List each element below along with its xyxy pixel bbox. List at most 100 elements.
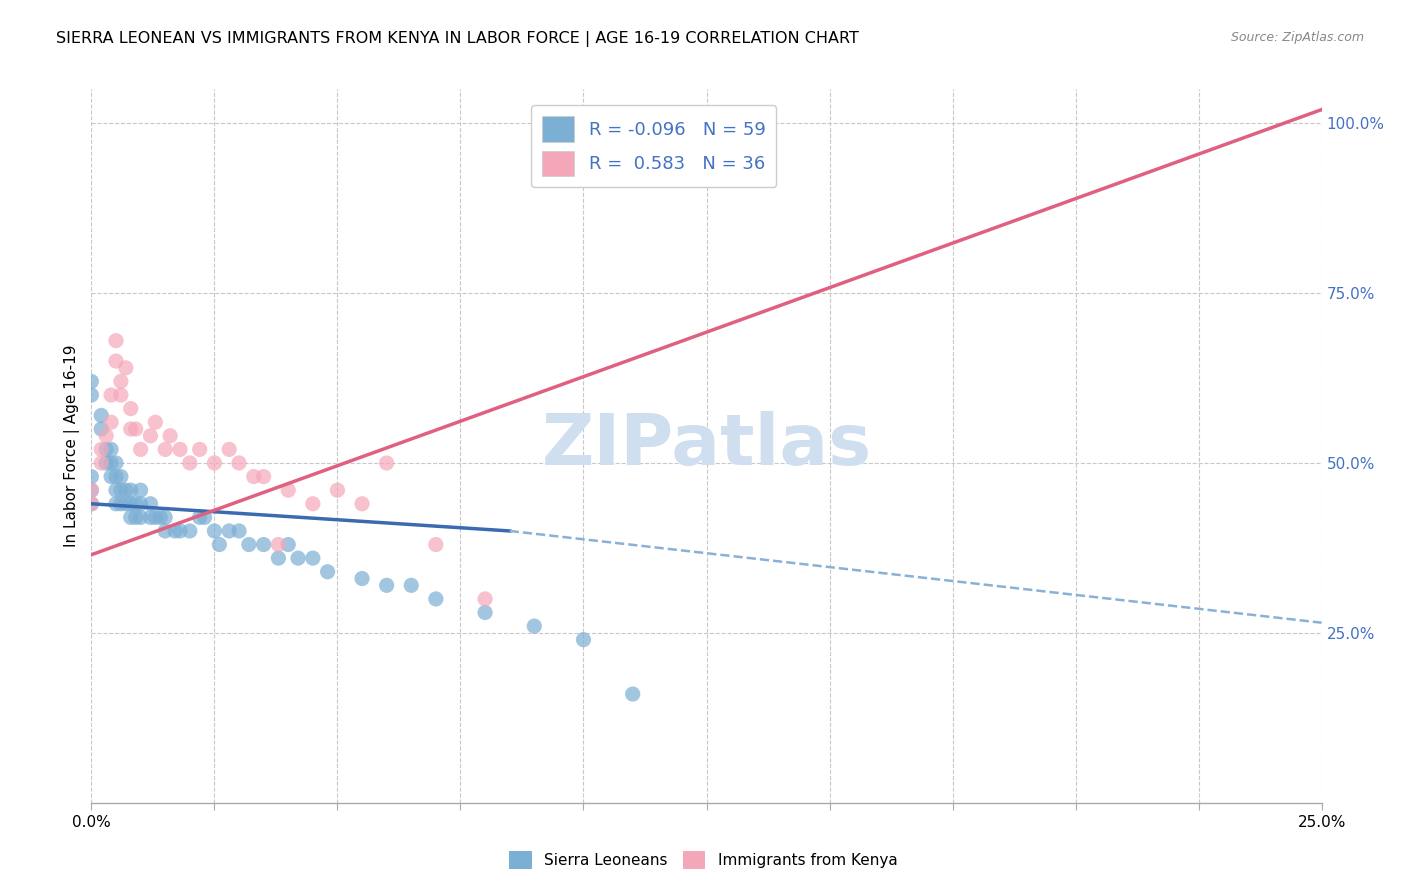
- Point: [145, 415, 166, 429]
- Point: [100, 388, 122, 402]
- Point: [352, 572, 374, 586]
- Point: [120, 510, 142, 524]
- Point: [208, 537, 231, 551]
- Point: [474, 606, 496, 620]
- Point: [90, 456, 112, 470]
- Point: [80, 469, 103, 483]
- Point: [120, 401, 142, 416]
- Point: [169, 442, 191, 457]
- Point: [326, 483, 349, 498]
- Point: [120, 483, 142, 498]
- Point: [621, 687, 644, 701]
- Point: [105, 334, 127, 348]
- Point: [80, 483, 103, 498]
- Point: [287, 551, 309, 566]
- Point: [169, 524, 191, 538]
- Point: [96, 456, 117, 470]
- Point: [352, 497, 374, 511]
- Point: [100, 456, 122, 470]
- Point: [375, 578, 398, 592]
- Point: [80, 497, 103, 511]
- Point: [120, 422, 142, 436]
- Point: [110, 483, 132, 498]
- Y-axis label: In Labor Force | Age 16-19: In Labor Force | Age 16-19: [65, 344, 80, 548]
- Point: [425, 537, 447, 551]
- Point: [301, 497, 323, 511]
- Point: [179, 524, 201, 538]
- Point: [129, 483, 152, 498]
- Point: [202, 524, 225, 538]
- Point: [267, 551, 290, 566]
- Point: [267, 537, 290, 551]
- Point: [110, 497, 132, 511]
- Point: [120, 497, 142, 511]
- Point: [129, 442, 152, 457]
- Point: [159, 429, 181, 443]
- Point: [110, 388, 132, 402]
- Point: [105, 354, 127, 368]
- Point: [375, 456, 398, 470]
- Point: [145, 510, 166, 524]
- Legend: R = -0.096   N = 59, R =  0.583   N = 36: R = -0.096 N = 59, R = 0.583 N = 36: [531, 105, 776, 187]
- Legend: Sierra Leoneans, Immigrants from Kenya: Sierra Leoneans, Immigrants from Kenya: [502, 845, 904, 875]
- Point: [149, 510, 172, 524]
- Text: ZIPatlas: ZIPatlas: [541, 411, 872, 481]
- Point: [114, 360, 138, 375]
- Point: [153, 524, 177, 538]
- Point: [129, 510, 152, 524]
- Point: [100, 469, 122, 483]
- Point: [90, 442, 112, 457]
- Point: [399, 578, 422, 592]
- Point: [163, 524, 186, 538]
- Point: [572, 632, 595, 647]
- Point: [188, 442, 211, 457]
- Point: [139, 497, 162, 511]
- Point: [316, 565, 339, 579]
- Point: [277, 483, 299, 498]
- Point: [139, 510, 162, 524]
- Point: [277, 537, 299, 551]
- Point: [80, 497, 103, 511]
- Point: [114, 497, 138, 511]
- Point: [80, 483, 103, 498]
- Point: [100, 415, 122, 429]
- Point: [253, 537, 276, 551]
- Point: [105, 497, 127, 511]
- Point: [301, 551, 323, 566]
- Point: [202, 456, 225, 470]
- Point: [253, 469, 276, 483]
- Point: [124, 422, 146, 436]
- Point: [188, 510, 211, 524]
- Point: [425, 591, 447, 606]
- Point: [80, 375, 103, 389]
- Text: SIERRA LEONEAN VS IMMIGRANTS FROM KENYA IN LABOR FORCE | AGE 16-19 CORRELATION C: SIERRA LEONEAN VS IMMIGRANTS FROM KENYA …: [56, 31, 859, 47]
- Point: [96, 429, 117, 443]
- Point: [90, 422, 112, 436]
- Point: [110, 469, 132, 483]
- Point: [124, 497, 146, 511]
- Text: Source: ZipAtlas.com: Source: ZipAtlas.com: [1230, 31, 1364, 45]
- Point: [238, 537, 260, 551]
- Point: [105, 469, 127, 483]
- Point: [100, 442, 122, 457]
- Point: [153, 442, 177, 457]
- Point: [90, 409, 112, 423]
- Point: [179, 456, 201, 470]
- Point: [80, 388, 103, 402]
- Point: [124, 510, 146, 524]
- Point: [228, 456, 250, 470]
- Point: [105, 456, 127, 470]
- Point: [105, 483, 127, 498]
- Point: [114, 483, 138, 498]
- Point: [242, 469, 264, 483]
- Point: [110, 375, 132, 389]
- Point: [193, 510, 217, 524]
- Point: [228, 524, 250, 538]
- Point: [129, 497, 152, 511]
- Point: [474, 591, 496, 606]
- Point: [96, 442, 117, 457]
- Point: [139, 429, 162, 443]
- Point: [218, 442, 240, 457]
- Point: [153, 510, 177, 524]
- Point: [218, 524, 240, 538]
